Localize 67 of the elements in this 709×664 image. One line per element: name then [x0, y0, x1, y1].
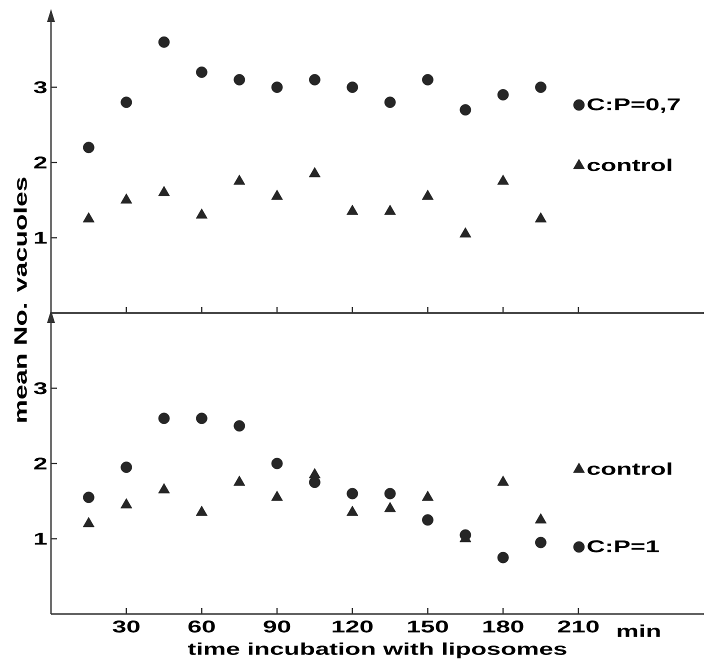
y-tick-label: 2: [34, 458, 46, 470]
x-tick-label: 90: [264, 620, 290, 633]
x-tick-label: 150: [408, 620, 448, 633]
y-tick-label: 1: [34, 532, 47, 545]
x-tick-label: 210: [558, 620, 599, 633]
point: [497, 476, 509, 486]
y-tick-label: 2: [34, 156, 46, 168]
point: [308, 167, 321, 178]
point: [234, 74, 246, 86]
point: [82, 517, 94, 528]
point: [158, 483, 170, 494]
point: [534, 513, 547, 524]
point: [534, 212, 547, 222]
point: [346, 82, 358, 93]
legend-label: control: [588, 158, 672, 172]
legend-label: C:P=1: [588, 540, 659, 552]
point: [234, 476, 246, 486]
point: [460, 104, 472, 116]
point: [158, 186, 170, 196]
y-tick-label: 1: [34, 232, 47, 244]
point: [196, 66, 208, 78]
point: [422, 514, 434, 526]
point: [158, 36, 170, 48]
point: [196, 506, 208, 516]
text: min: [618, 624, 660, 637]
point: [234, 420, 246, 432]
point: [271, 82, 283, 93]
legend-label: control: [588, 462, 672, 475]
point: [271, 490, 283, 501]
x-tick-label: 120: [332, 620, 373, 633]
point: [234, 174, 246, 185]
point: [384, 96, 396, 108]
point: [120, 462, 132, 473]
point: [120, 96, 132, 108]
point: [346, 204, 358, 215]
point: [82, 492, 94, 504]
point: [346, 506, 358, 516]
x-axis-title: time incubation with liposomes: [188, 642, 566, 658]
y-axis-title: mean No. vacuoles: [14, 178, 27, 422]
point: [384, 502, 396, 512]
point: [497, 174, 509, 185]
point: [384, 488, 396, 500]
point: [196, 208, 208, 219]
legend-label: C:P=0,7: [588, 98, 680, 113]
point: [158, 412, 170, 424]
point: [535, 82, 546, 93]
point: [346, 488, 358, 500]
point: [82, 142, 94, 154]
point: [120, 193, 132, 204]
point: [309, 74, 320, 86]
point: [82, 212, 94, 222]
point: [271, 458, 283, 470]
y-tick-label: 3: [34, 81, 47, 94]
y-tick-label: 3: [34, 382, 47, 394]
point: [271, 190, 283, 200]
x-tick-label: 30: [112, 620, 140, 633]
point: [422, 74, 434, 86]
point: [460, 227, 472, 238]
point: [422, 490, 434, 501]
point: [309, 476, 320, 488]
point: [422, 190, 434, 200]
point: [120, 498, 132, 508]
point: [497, 89, 509, 100]
point: [384, 204, 396, 215]
x-tick-label: 180: [483, 620, 524, 633]
point: [196, 412, 208, 424]
x-tick-label: 60: [188, 620, 215, 633]
